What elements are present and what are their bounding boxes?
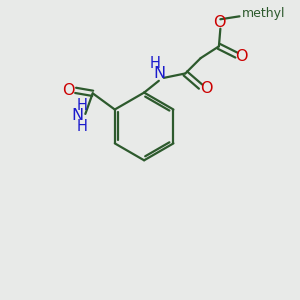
Text: N: N	[153, 66, 166, 81]
Text: methyl: methyl	[242, 8, 285, 20]
Text: O: O	[214, 15, 226, 30]
Text: H: H	[76, 119, 87, 134]
Text: O: O	[62, 83, 74, 98]
Text: N: N	[71, 108, 83, 123]
Text: O: O	[200, 81, 212, 96]
Text: H: H	[76, 98, 87, 112]
Text: H: H	[150, 56, 160, 71]
Text: O: O	[236, 49, 248, 64]
